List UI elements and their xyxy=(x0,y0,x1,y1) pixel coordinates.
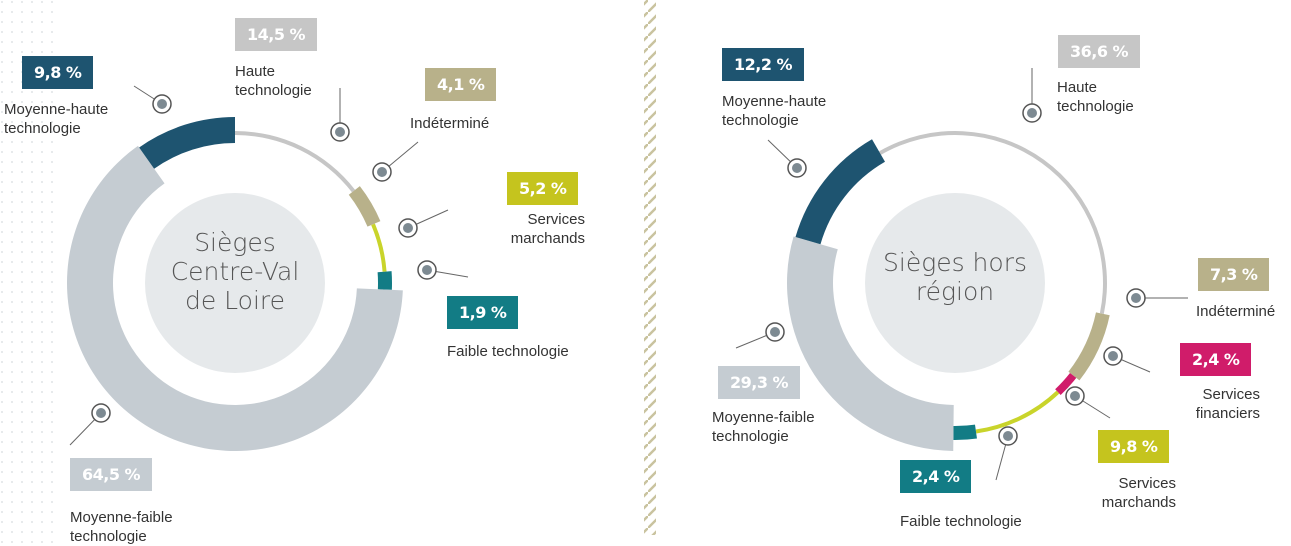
value-badge: 4,1 % xyxy=(425,68,497,101)
donut-segment xyxy=(1055,372,1077,396)
category-label: Moyenne-haute technologie xyxy=(4,101,109,137)
value-badge: 12,2 % xyxy=(722,48,805,81)
callout-dot xyxy=(1108,351,1118,361)
callout-dot xyxy=(377,167,387,177)
category-label: Services marchands xyxy=(1101,475,1176,511)
category-label: Haute technologie xyxy=(235,63,312,99)
category-label: Faible technologie xyxy=(447,343,569,360)
donut-segment xyxy=(975,390,1060,434)
donut-segment xyxy=(1068,312,1110,381)
value-badge: 36,6 % xyxy=(1058,35,1141,68)
donut-segment xyxy=(371,223,387,272)
value-badge: 2,4 % xyxy=(1180,343,1252,376)
value-badge: 9,8 % xyxy=(22,56,94,89)
separator xyxy=(644,0,656,535)
category-label: Indéterminé xyxy=(1196,303,1276,320)
value-badge: 9,8 % xyxy=(1098,430,1170,463)
value-badge: 1,9 % xyxy=(447,296,519,329)
category-label: Indéterminé xyxy=(410,115,490,132)
donut-center xyxy=(145,193,325,373)
value-badge: 29,3 % xyxy=(718,366,801,399)
category-label: Haute technologie xyxy=(1057,79,1134,115)
value-badge: 14,5 % xyxy=(235,18,318,51)
donut-segment xyxy=(139,117,235,169)
callout-dot xyxy=(770,327,780,337)
center-title: Sièges Centre-Val de Loire xyxy=(170,228,300,315)
donut-segment xyxy=(348,186,381,227)
callout-dot xyxy=(1070,391,1080,401)
dot-background xyxy=(0,0,60,546)
category-label: Services marchands xyxy=(510,211,585,247)
category-label: Moyenne-faible technologie xyxy=(712,409,815,445)
value-badge: 5,2 % xyxy=(507,172,579,205)
callout-dot xyxy=(157,99,167,109)
donut-segment xyxy=(795,139,885,245)
callout-dot xyxy=(792,163,802,173)
callout-dot xyxy=(1131,293,1141,303)
callout-dot xyxy=(1027,108,1037,118)
category-label: Moyenne-faible technologie xyxy=(70,509,173,545)
callout-dot xyxy=(422,265,432,275)
donut-segment xyxy=(66,145,403,452)
donut-segment xyxy=(377,271,393,290)
callout-dot xyxy=(96,408,106,418)
center-title: Sièges hors région xyxy=(883,248,1027,306)
donut-center xyxy=(865,193,1045,373)
donut-segment xyxy=(953,424,977,440)
callout-dot xyxy=(335,127,345,137)
category-label: Moyenne-haute technologie xyxy=(722,93,827,129)
category-label: Services financiers xyxy=(1195,386,1260,422)
value-badge: 2,4 % xyxy=(900,460,972,493)
value-badge: 64,5 % xyxy=(70,458,153,491)
category-label: Faible technologie xyxy=(900,513,1022,530)
donut-segment xyxy=(787,236,954,451)
callout-dot xyxy=(1003,431,1013,441)
value-badge: 7,3 % xyxy=(1198,258,1270,291)
callout-dot xyxy=(403,223,413,233)
